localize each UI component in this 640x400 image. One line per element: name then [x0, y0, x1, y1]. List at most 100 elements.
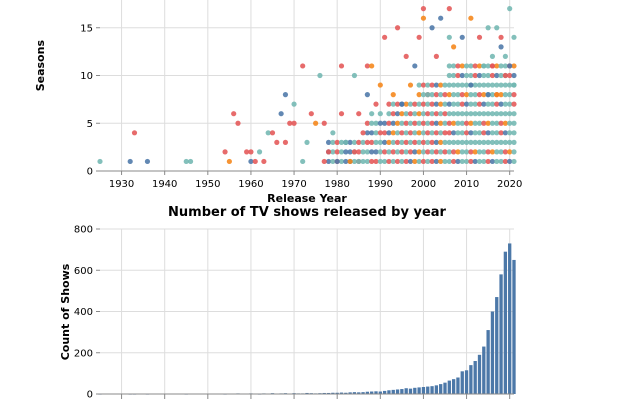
scatter-point: [438, 158, 444, 165]
scatter-point: [502, 111, 508, 117]
scatter-point: [481, 120, 487, 126]
scatter-point: [364, 130, 370, 136]
bar: [443, 382, 447, 394]
scatter-point: [425, 120, 431, 126]
scatter-point: [364, 63, 370, 69]
scatter-point: [420, 111, 427, 117]
scatter-point: [300, 158, 306, 165]
scatter-point: [485, 82, 491, 88]
scatter-point: [416, 120, 422, 126]
scatter-point: [494, 130, 500, 136]
scatter-point: [498, 92, 504, 98]
scatter-point: [356, 139, 362, 145]
scatter-point: [360, 149, 366, 155]
scatter-point: [416, 139, 422, 145]
scatter-point: [446, 149, 452, 155]
scatter-point: [407, 158, 414, 165]
scatter-point: [507, 111, 513, 117]
scatter-point: [386, 111, 392, 117]
scatter-point: [459, 120, 465, 126]
scatter-point: [463, 158, 470, 165]
scatter-point: [446, 139, 452, 145]
scatter-point: [502, 72, 508, 79]
bar: [322, 392, 326, 394]
scatter-point: [282, 92, 289, 98]
scatter-point: [494, 120, 500, 126]
scatter-point: [459, 111, 465, 117]
scatter-point: [472, 130, 478, 136]
scatter-point: [291, 120, 297, 126]
bar: [447, 380, 451, 394]
scatter-point: [291, 101, 297, 107]
scatter-point: [451, 82, 457, 88]
scatter-point: [347, 149, 353, 155]
scatter-point: [472, 82, 478, 88]
scatter-point: [347, 139, 353, 145]
bar: [335, 392, 339, 394]
scatter-point: [403, 111, 409, 117]
scatter-point: [377, 130, 383, 136]
scatter-point: [403, 130, 409, 136]
bar: [460, 371, 464, 394]
scatter-point: [416, 92, 422, 98]
scatter-point: [369, 139, 375, 145]
scatter-point: [502, 101, 508, 107]
scatter-point: [485, 101, 491, 107]
scatter-point: [343, 158, 349, 165]
scatter-point: [325, 139, 332, 145]
scatter-point: [498, 139, 504, 145]
bar: [430, 386, 434, 394]
scatter-point: [334, 158, 340, 165]
scatter-point: [429, 25, 435, 31]
scatter-point: [420, 82, 427, 88]
scatter-point: [463, 92, 470, 98]
scatter-point: [498, 34, 504, 40]
scatter-point: [468, 82, 474, 88]
scatter-point: [412, 139, 418, 145]
scatter-point: [438, 139, 444, 145]
scatter-point: [494, 139, 500, 145]
scatter-point: [325, 149, 332, 155]
scatter-point: [403, 149, 409, 155]
bar: [456, 377, 460, 394]
scatter-point: [455, 82, 461, 88]
scatter-x-tick-label: 1950: [195, 179, 220, 190]
scatter-point: [476, 139, 483, 145]
scatter-point: [412, 130, 418, 136]
scatter-point: [330, 130, 336, 136]
scatter-point: [476, 158, 483, 165]
bar: [464, 370, 469, 394]
scatter-point: [459, 34, 465, 40]
scatter-point: [459, 72, 465, 79]
scatter-point: [498, 101, 504, 107]
scatter-point: [507, 72, 513, 79]
scatter-point: [226, 158, 232, 165]
scatter-point: [481, 92, 487, 98]
scatter-point: [394, 149, 401, 155]
scatter-point: [472, 158, 478, 165]
scatter-point: [351, 139, 358, 145]
scatter-point: [313, 120, 319, 126]
scatter-point: [446, 92, 452, 98]
scatter-point: [231, 111, 237, 117]
scatter-point: [476, 82, 483, 88]
scatter-point: [416, 158, 422, 165]
scatter-point: [429, 92, 435, 98]
scatter-point: [451, 120, 457, 126]
scatter-point: [485, 72, 491, 79]
bar-y-tick-label: 0: [87, 390, 93, 400]
scatter-point: [308, 111, 314, 117]
scatter-point: [459, 158, 465, 165]
scatter-point: [412, 101, 418, 107]
scatter-point: [511, 63, 517, 69]
scatter-point: [502, 63, 508, 69]
bar-y-tick-label: 400: [74, 307, 93, 318]
scatter-point: [338, 139, 345, 145]
scatter-point: [364, 139, 370, 145]
scatter-point: [463, 72, 470, 79]
scatter-x-tick-label: 2020: [497, 179, 522, 190]
bar: [421, 386, 426, 394]
scatter-point: [429, 130, 435, 136]
bar: [391, 389, 395, 394]
scatter-point: [364, 92, 370, 98]
